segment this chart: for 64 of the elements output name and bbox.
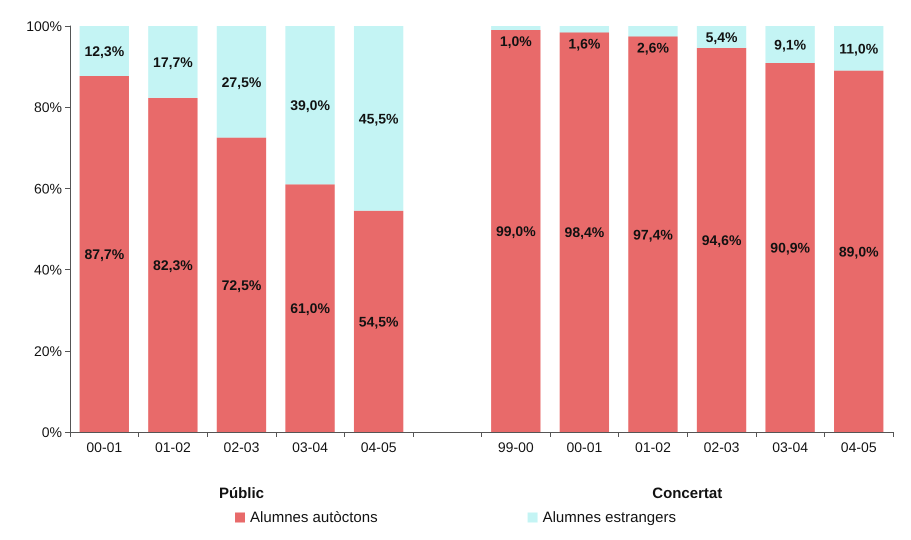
- x-tick-label: 04-05: [840, 439, 877, 455]
- data-label: 82,3%: [153, 256, 194, 273]
- bar: [560, 26, 610, 32]
- x-tick-label: 01-02: [635, 439, 672, 455]
- y-tick-label: 40%: [34, 262, 62, 278]
- data-label: 89,0%: [838, 243, 880, 260]
- y-tick-label: 0%: [42, 424, 62, 440]
- bar: [834, 26, 884, 71]
- data-label: 54,5%: [358, 313, 400, 330]
- bar: [765, 26, 815, 63]
- data-label: 12,3%: [84, 42, 125, 59]
- x-tick-label: 00-01: [86, 439, 122, 455]
- data-label: 1,0%: [500, 33, 532, 50]
- bar: [285, 26, 335, 184]
- data-label: 39,0%: [290, 97, 330, 114]
- data-label: 99,0%: [496, 223, 536, 240]
- x-tick-label: 00-01: [566, 439, 602, 455]
- bar: [560, 32, 610, 432]
- bar: [148, 26, 198, 98]
- bar: [628, 36, 678, 432]
- data-label: 2,6%: [636, 40, 670, 56]
- y-tick-label: 20%: [34, 342, 62, 359]
- data-label: 45,5%: [358, 110, 400, 126]
- data-label: 87,7%: [84, 246, 125, 262]
- text: Públic: [218, 485, 264, 502]
- bar: [148, 98, 198, 432]
- data-label: 9,1%: [774, 36, 807, 52]
- text: Concertat: [652, 485, 722, 502]
- y-tick-label: 60%: [34, 180, 62, 196]
- x-tick-label: 99-00: [498, 439, 534, 455]
- data-label: 98,4%: [564, 224, 605, 240]
- x-tick-label: 02-03: [224, 439, 260, 455]
- x-tick-label: 01-02: [154, 439, 191, 455]
- legend-label: Alumnes estrangers: [542, 509, 676, 526]
- x-tick-label: 04-05: [360, 439, 397, 455]
- data-label: 17,7%: [153, 54, 194, 70]
- bar: [354, 26, 404, 211]
- bar: [80, 76, 129, 432]
- x-tick-label: 03-04: [292, 439, 328, 455]
- bar: [696, 48, 746, 432]
- bar: [765, 62, 815, 432]
- bar: [216, 138, 266, 432]
- legend-label: Alumnes autòctons: [250, 509, 378, 526]
- data-label: 5,4%: [706, 28, 738, 45]
- data-label: 27,5%: [222, 74, 262, 90]
- data-label: 1,6%: [568, 35, 601, 52]
- bar: [628, 26, 678, 37]
- y-tick-label: 80%: [34, 99, 62, 116]
- bar: [354, 210, 404, 432]
- data-label: 94,6%: [702, 232, 742, 248]
- bar: [491, 26, 540, 30]
- bar: [491, 30, 540, 432]
- x-tick-label: 02-03: [704, 439, 740, 455]
- bar: [834, 70, 884, 432]
- data-label: 97,4%: [633, 226, 674, 242]
- bar: [285, 184, 335, 432]
- x-tick-label: 03-04: [772, 439, 808, 455]
- bar: [80, 26, 129, 76]
- data-label: 61,0%: [290, 300, 330, 316]
- y-tick-label: 100%: [26, 18, 62, 34]
- data-label: 11,0%: [839, 40, 879, 56]
- data-label: 72,5%: [222, 276, 262, 293]
- bar: [216, 26, 266, 138]
- data-label: 90,9%: [770, 239, 811, 256]
